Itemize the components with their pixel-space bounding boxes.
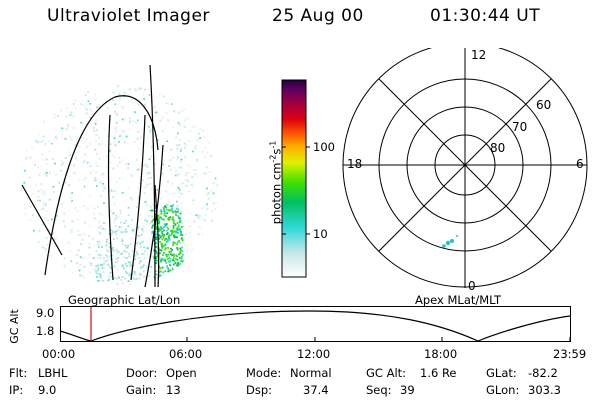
mlt-label-12: 12 <box>471 48 486 62</box>
glon-key: GLon: <box>486 383 520 397</box>
alt-xtick-0600: 06:00 <box>169 347 203 361</box>
colorbar <box>281 79 310 278</box>
geographic-image-panel <box>20 64 220 288</box>
mlt-label-18: 18 <box>347 157 362 171</box>
altitude-strip-plot <box>60 306 571 342</box>
mlat-label-60: 60 <box>536 98 551 112</box>
apex-emission <box>442 234 459 248</box>
instrument-title: Ultraviolet Imager <box>47 6 210 26</box>
ip-key: IP: <box>9 383 24 397</box>
time-label: 01:30:44 UT <box>430 6 541 26</box>
gain-key: Gain: <box>126 383 157 397</box>
gcalt-value: 1.6 Re <box>420 366 457 380</box>
mlat-label-80: 80 <box>490 141 505 155</box>
mode-value: Normal <box>290 366 332 380</box>
unit-sup2: -1 <box>268 140 278 149</box>
colorbar-tick-10: 10 <box>313 227 328 241</box>
geo-grid-lines <box>21 64 164 288</box>
apex-polar-plot: 12 18 6 0 60 70 80 <box>342 48 588 293</box>
geo-emission <box>20 85 220 285</box>
unit-mid: s <box>269 148 284 155</box>
colorbar-unit-label: photon cm-2s-1 <box>269 87 284 277</box>
alt-xtick-1200: 12:00 <box>297 347 331 361</box>
unit-main: photon cm <box>269 162 284 225</box>
alt-xtick-2359: 23:59 <box>553 347 587 361</box>
apex-caption: Apex MLat/MLT <box>415 293 502 307</box>
glat-key: GLat: <box>486 366 517 380</box>
geo-caption: Geographic Lat/Lon <box>68 293 181 307</box>
dsp-value: 37.4 <box>303 383 329 397</box>
seq-key: Seq: <box>366 383 392 397</box>
gain-value: 13 <box>166 383 181 397</box>
mlt-label-0: 0 <box>468 279 476 293</box>
alt-ytick-low: 1.8 <box>36 324 55 338</box>
glon-value: 303.3 <box>528 383 561 397</box>
door-value: Open <box>166 366 197 380</box>
date-label: 25 Aug 00 <box>272 6 364 26</box>
flt-key: Flt: <box>9 366 28 380</box>
ip-value: 9.0 <box>38 383 57 397</box>
alt-xtick-1800: 18:00 <box>424 347 458 361</box>
gcalt-key: GC Alt: <box>366 366 407 380</box>
mlt-label-6: 6 <box>576 157 584 171</box>
unit-sup1: -2 <box>268 154 278 163</box>
alt-ylabel: GC Alt <box>7 309 21 344</box>
flt-value: LBHL <box>38 366 68 380</box>
seq-value: 39 <box>400 383 415 397</box>
mode-key: Mode: <box>246 366 282 380</box>
dsp-key: Dsp: <box>246 383 273 397</box>
glat-value: -82.2 <box>528 366 558 380</box>
colorbar-tick-100: 100 <box>313 140 335 154</box>
mlat-label-70: 70 <box>512 120 527 134</box>
door-key: Door: <box>126 366 158 380</box>
altitude-curve <box>60 310 571 342</box>
alt-ytick-high: 9.0 <box>36 306 55 320</box>
alt-xtick-0000: 00:00 <box>42 347 76 361</box>
